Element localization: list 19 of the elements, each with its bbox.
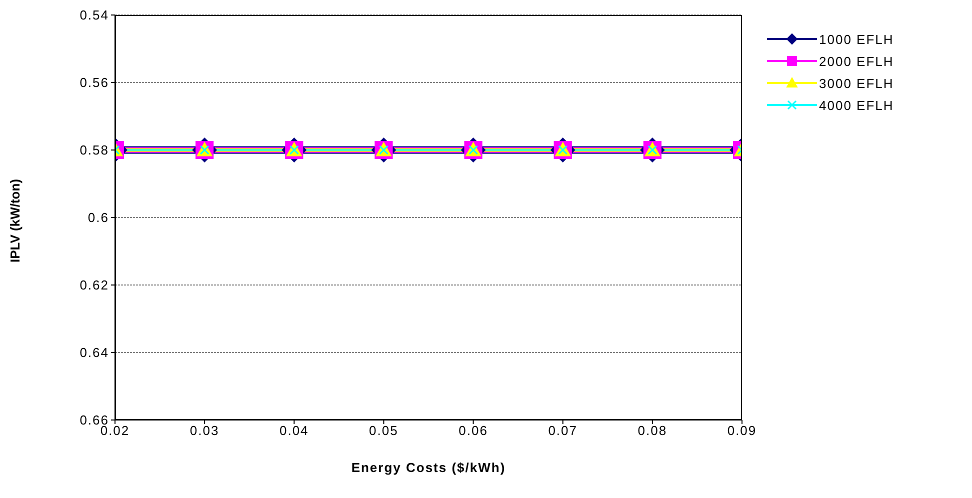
x-tick-label: 0.08 [638,423,668,438]
legend-label: 4000 EFLH [819,98,894,112]
x-tick-label: 0.05 [369,423,398,438]
x-tick-label: 0.09 [727,423,757,438]
legend-label: 1000 EFLH [819,32,894,46]
y-tick-label: 0.58 [80,142,109,158]
y-tick-label: 0.6 [88,210,109,226]
y-axis-title: IPLV (kW/ton) [8,178,23,262]
x-tick-label: 0.04 [279,423,309,438]
x-tick-label: 0.06 [458,423,488,438]
legend-label: 2000 EFLH [819,54,894,68]
y-tick-label: 0.62 [80,278,109,293]
x-tick-label: 0.03 [190,423,220,438]
legend-label: 3000 EFLH [819,76,894,90]
y-tick-label: 0.64 [80,345,109,360]
x-tick-label: 0.07 [548,423,578,438]
y-tick-label: 0.54 [80,8,109,23]
x-axis-title: Energy Costs ($/kWh) [351,460,506,475]
y-tick-label: 0.56 [80,75,109,90]
